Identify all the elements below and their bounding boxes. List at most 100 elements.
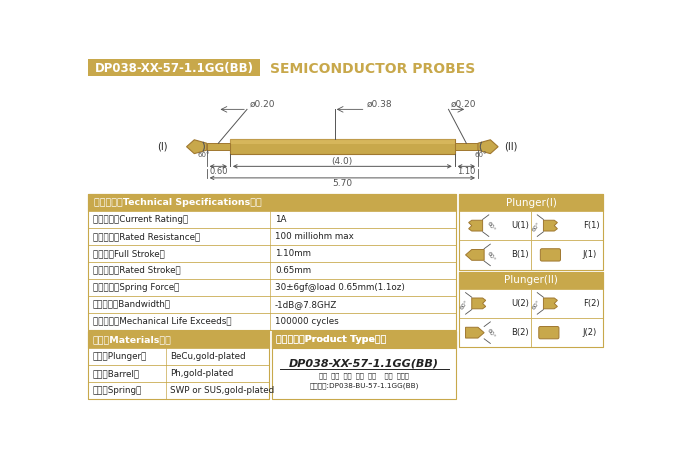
Polygon shape [468,220,483,231]
Text: 技术要求（Technical Specifications）：: 技术要求（Technical Specifications）： [94,198,262,207]
Bar [88,365,269,382]
Bar [88,194,456,330]
Text: 额定电流（Current Rating）: 额定电流（Current Rating） [93,215,188,224]
Text: SEMICONDUCTOR PROBES: SEMICONDUCTOR PROBES [270,62,475,76]
Bar [230,139,455,144]
Text: 成品型号（Product Type）：: 成品型号（Product Type）： [276,335,387,344]
Text: 0.65mm: 0.65mm [275,266,311,275]
Polygon shape [543,298,557,309]
Text: 额定弹力（Spring Force）: 额定弹力（Spring Force） [93,283,179,292]
Bar [455,143,478,150]
Bar [272,331,456,348]
Text: 成品型号（Product Type）：: 成品型号（Product Type）： [276,335,387,344]
Text: ø0.20: ø0.20 [249,100,275,109]
Text: SWP or SUS,gold-plated: SWP or SUS,gold-plated [171,386,274,395]
Text: 满行程（Full Stroke）: 满行程（Full Stroke） [93,249,164,258]
Text: J(1): J(1) [582,250,597,259]
Text: 材质（Materials）：: 材质（Materials）： [93,335,172,344]
Text: U(2): U(2) [511,299,529,308]
Text: (4.0): (4.0) [332,157,353,166]
Text: 频率带宽（Bandwidth）: 频率带宽（Bandwidth） [93,300,171,309]
FancyBboxPatch shape [541,249,561,261]
Text: 60°: 60° [531,221,541,233]
Bar [88,211,456,228]
Text: Plunger(II): Plunger(II) [504,276,558,285]
Text: 针头（Plunger）: 针头（Plunger） [93,352,147,361]
Bar [531,211,603,240]
Text: 1A: 1A [275,215,286,224]
Text: 弹簧（Spring）: 弹簧（Spring） [93,386,142,395]
Text: 60°: 60° [531,299,541,311]
Bar [460,240,531,269]
Text: 额定行程（Rated Stroke）: 额定行程（Rated Stroke） [93,266,181,275]
FancyBboxPatch shape [539,326,559,339]
Text: 60°: 60° [460,299,470,311]
Text: 0.60: 0.60 [209,167,228,176]
Bar [460,211,531,240]
Text: Plunger(I): Plunger(I) [506,198,557,208]
Text: 60°: 60° [486,221,496,233]
Text: 60°: 60° [475,152,487,158]
Text: 订购举例:DP038-BU-57-1.1GG(BB): 订购举例:DP038-BU-57-1.1GG(BB) [309,382,419,389]
Bar [88,296,456,313]
Bar [460,318,531,347]
Text: J(2): J(2) [582,328,597,337]
Text: 1.10mm: 1.10mm [275,249,311,258]
Bar [88,348,269,365]
Text: B(1): B(1) [511,250,528,259]
Text: DP038-XX-57-1.1GG(BB): DP038-XX-57-1.1GG(BB) [94,62,253,75]
Bar [88,382,269,399]
Bar [531,289,603,318]
Polygon shape [466,327,484,338]
Text: 100000 cycles: 100000 cycles [275,317,338,325]
Bar [88,331,269,399]
Text: 系列  规格  头型  总长  弹力    镀金  针头规: 系列 规格 头型 总长 弹力 镀金 针头规 [319,373,409,380]
Text: 100 milliohm max: 100 milliohm max [275,232,354,241]
Text: -1dB@7.8GHZ: -1dB@7.8GHZ [275,300,337,309]
Text: 额定电阻（Rated Resistance）: 额定电阻（Rated Resistance） [93,232,200,241]
Polygon shape [187,140,207,153]
Text: 60°: 60° [486,328,496,340]
Bar [230,139,455,154]
Polygon shape [466,249,484,260]
Text: 60°: 60° [197,152,210,158]
Text: 30±6gf@load 0.65mm(1.1oz): 30±6gf@load 0.65mm(1.1oz) [275,283,405,292]
Bar [88,194,456,211]
Bar [460,194,603,211]
Bar [88,279,456,296]
Bar [272,331,456,348]
Text: BeCu,gold-plated: BeCu,gold-plated [171,352,246,361]
Bar [88,262,456,279]
Bar [531,318,603,347]
Text: 1.10: 1.10 [457,167,476,176]
Bar [460,272,603,347]
Text: ø0.38: ø0.38 [367,100,393,109]
Bar [88,245,456,262]
Text: Ph,gold-plated: Ph,gold-plated [171,369,234,378]
Text: F(1): F(1) [582,221,599,230]
Bar [460,272,603,289]
Text: ø0.20: ø0.20 [451,100,477,109]
Polygon shape [472,298,486,309]
Polygon shape [478,140,498,153]
Text: F(2): F(2) [582,299,599,308]
Text: 5.70: 5.70 [332,179,353,188]
Text: B(2): B(2) [511,328,528,337]
Polygon shape [543,220,557,231]
Text: 针管（Barrel）: 针管（Barrel） [93,369,140,378]
Text: (I): (I) [158,142,168,152]
Text: U(1): U(1) [511,221,529,230]
Bar [88,331,269,348]
Bar [460,194,603,269]
Text: 60°: 60° [486,250,496,262]
Bar [531,240,603,269]
Bar [88,59,260,76]
Bar [460,289,531,318]
Text: (II): (II) [504,142,518,152]
Text: 测试寿命（Mechanical Life Exceeds）: 测试寿命（Mechanical Life Exceeds） [93,317,231,325]
Text: DP038-XX-57-1.1GG(BB): DP038-XX-57-1.1GG(BB) [289,359,439,369]
Bar [88,313,456,330]
Bar [207,143,230,150]
Bar [272,331,456,399]
Bar [88,228,456,245]
